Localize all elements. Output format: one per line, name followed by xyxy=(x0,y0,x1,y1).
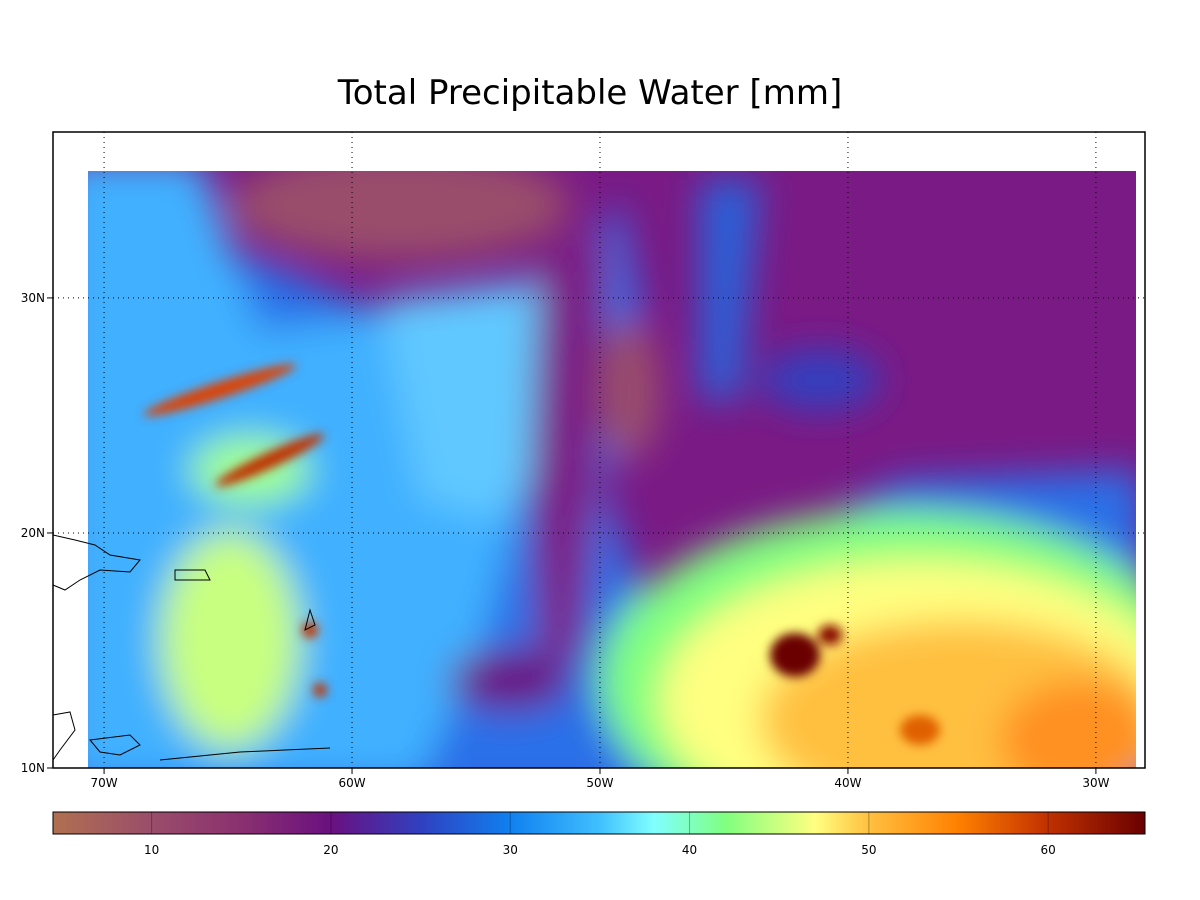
colorbar-tick-label: 40 xyxy=(682,843,697,857)
x-tick-label: 30W xyxy=(1082,776,1109,790)
colorbar xyxy=(52,811,1146,835)
colorbar-tick-label: 30 xyxy=(503,843,518,857)
colorbar-tick-label: 20 xyxy=(323,843,338,857)
y-tick-label: 20N xyxy=(21,526,45,540)
y-tick-label: 10N xyxy=(21,761,45,775)
coastlines xyxy=(52,534,331,761)
map-title: Total Precipitable Water [mm] xyxy=(337,73,842,113)
x-tick-label: 60W xyxy=(338,776,365,790)
colorbar-tick-label: 60 xyxy=(1041,843,1056,857)
colorbar-tick-label: 10 xyxy=(144,843,159,857)
y-tick-label: 30N xyxy=(21,291,45,305)
x-tick-label: 40W xyxy=(834,776,861,790)
x-tick-label: 70W xyxy=(91,776,118,790)
precipitable-water-field xyxy=(88,171,1136,768)
colorbar-tick-label: 50 xyxy=(861,843,876,857)
x-tick-label: 50W xyxy=(586,776,613,790)
